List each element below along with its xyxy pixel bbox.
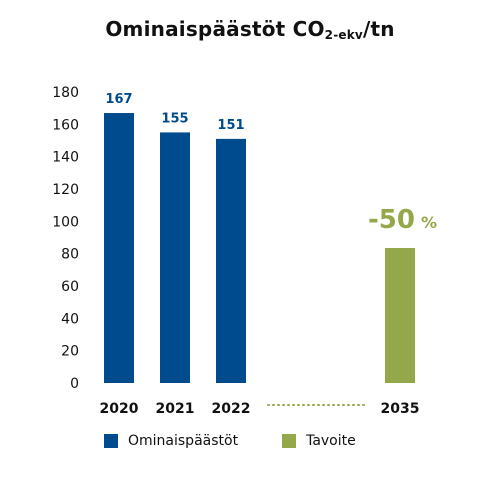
- legend-label-actual: Ominaispäästöt: [128, 433, 239, 449]
- chart-title: Ominaispäästöt CO2-ekv/tn: [105, 17, 395, 42]
- y-tick-label: 180: [52, 85, 79, 101]
- legend-label-target: Tavoite: [306, 433, 356, 449]
- legend-swatch-target: [282, 434, 297, 448]
- bar-actual: [104, 113, 134, 384]
- x-tick-label: 2035: [381, 401, 420, 417]
- y-tick-label: 80: [61, 247, 79, 263]
- legend-item-actual: Ominaispäästöt: [104, 433, 238, 449]
- y-tick-label: 120: [52, 182, 79, 198]
- legend-item-target: Tavoite: [282, 433, 356, 449]
- x-tick-label: 2021: [156, 401, 195, 417]
- bar-actual: [216, 138, 246, 383]
- y-tick-label: 40: [61, 311, 79, 327]
- data-label: 155: [161, 111, 188, 126]
- y-tick-label: 140: [52, 150, 79, 166]
- legend: Ominaispäästöt Tavoite: [104, 433, 400, 449]
- x-tick-label: 2020: [100, 401, 139, 417]
- y-tick-label: 20: [61, 344, 79, 360]
- data-label: 167: [105, 92, 132, 107]
- legend-swatch-actual: [104, 434, 118, 448]
- bar-actual: [160, 132, 190, 383]
- y-tick-label: 100: [52, 214, 79, 230]
- data-label: 151: [217, 118, 244, 133]
- y-tick-label: 160: [52, 117, 79, 133]
- target-annotation: -50%: [368, 205, 437, 235]
- y-tick-label: 0: [70, 376, 79, 392]
- x-tick-label: 2022: [212, 401, 251, 417]
- bar-target: [385, 248, 415, 383]
- y-tick-label: 60: [61, 279, 79, 295]
